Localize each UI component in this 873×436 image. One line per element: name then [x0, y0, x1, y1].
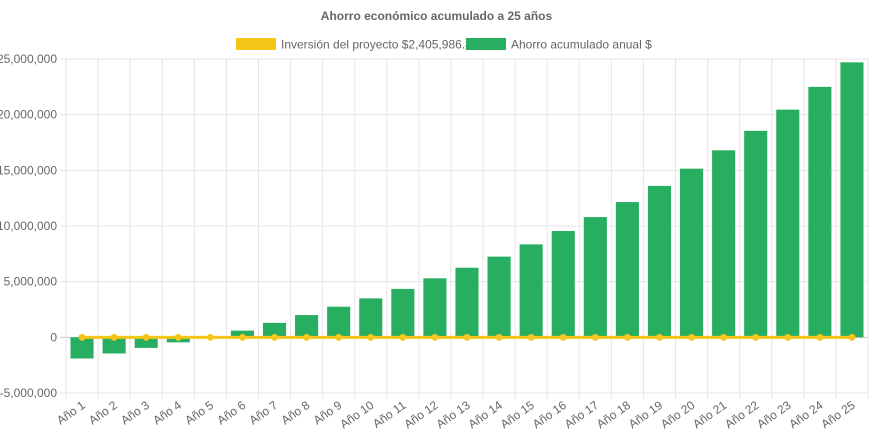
investment-point[interactable] — [527, 333, 535, 341]
bar[interactable] — [327, 306, 351, 338]
y-tick-label: 15,000,000 — [0, 163, 57, 177]
x-tick-label: Año 3 — [118, 398, 152, 428]
investment-point[interactable] — [720, 333, 728, 341]
investment-point[interactable] — [271, 333, 279, 341]
legend-label-investment[interactable]: Inversión del proyecto $2,405,986.80 — [281, 38, 479, 52]
legend: Inversión del proyecto $2,405,986.80 Aho… — [236, 38, 652, 52]
bar[interactable] — [712, 150, 736, 338]
investment-point[interactable] — [142, 333, 150, 341]
x-tick-label: Año 22 — [722, 398, 761, 431]
x-tick-label: Año 5 — [182, 398, 216, 428]
x-tick-label: Año 4 — [150, 398, 184, 428]
bar[interactable] — [487, 256, 511, 338]
bar[interactable] — [840, 62, 864, 338]
y-tick-label: -5,000,000 — [0, 386, 57, 400]
investment-point[interactable] — [623, 333, 631, 341]
x-tick-label: Año 6 — [214, 398, 248, 428]
investment-point[interactable] — [110, 333, 118, 341]
bar-series — [70, 62, 864, 359]
y-axis-ticks: 25,000,000 20,000,000 15,000,000 10,000,000… — [0, 52, 57, 400]
x-tick-label: Año 15 — [498, 398, 537, 431]
investment-point[interactable] — [206, 333, 214, 341]
y-tick-label: 25,000,000 — [0, 52, 57, 66]
investment-point[interactable] — [431, 333, 439, 341]
bar[interactable] — [615, 202, 639, 338]
x-tick-label: Año 16 — [530, 398, 569, 431]
x-tick-label: Año 25 — [818, 398, 857, 431]
x-tick-label: Año 14 — [466, 398, 505, 431]
investment-point[interactable] — [688, 333, 696, 341]
investment-point[interactable] — [495, 333, 503, 341]
bar[interactable] — [647, 185, 672, 338]
y-tick-label: 0 — [50, 330, 57, 344]
x-tick-label: Año 19 — [626, 398, 665, 431]
bar[interactable] — [583, 217, 607, 338]
y-tick-label: 5,000,000 — [4, 275, 58, 289]
x-tick-label: Año 18 — [594, 398, 633, 431]
y-tick-label: 10,000,000 — [0, 219, 57, 233]
bar[interactable] — [134, 337, 158, 348]
investment-point[interactable] — [591, 333, 599, 341]
investment-point[interactable] — [367, 333, 375, 341]
bar[interactable] — [70, 337, 94, 359]
legend-label-savings[interactable]: Ahorro acumulado anual $ — [511, 38, 652, 52]
bar[interactable] — [808, 86, 832, 338]
x-tick-label: Año 10 — [337, 398, 376, 431]
investment-point[interactable] — [784, 333, 792, 341]
bar[interactable] — [455, 267, 479, 338]
x-tick-label: Año 7 — [247, 398, 281, 428]
chart-title: Ahorro económico acumulado a 25 años — [321, 9, 553, 23]
investment-point[interactable] — [816, 333, 824, 341]
x-tick-label: Año 11 — [370, 398, 409, 431]
investment-point[interactable] — [463, 333, 471, 341]
investment-point[interactable] — [303, 333, 311, 341]
x-tick-label: Año 21 — [690, 398, 729, 431]
bar[interactable] — [359, 298, 383, 338]
investment-point[interactable] — [655, 333, 663, 341]
line-series — [78, 333, 856, 341]
bar[interactable] — [519, 244, 543, 338]
investment-point[interactable] — [238, 333, 246, 341]
y-tick-label: 20,000,000 — [0, 108, 57, 122]
x-tick-label: Año 17 — [562, 398, 601, 431]
bar[interactable] — [744, 130, 768, 338]
bar[interactable] — [295, 315, 319, 338]
investment-point[interactable] — [848, 333, 856, 341]
investment-point[interactable] — [78, 333, 86, 341]
bar[interactable] — [551, 231, 575, 338]
bar[interactable] — [680, 168, 704, 338]
bar[interactable] — [776, 109, 800, 338]
legend-swatch-investment[interactable] — [236, 38, 276, 50]
investment-point[interactable] — [559, 333, 567, 341]
x-tick-label: Año 1 — [54, 398, 88, 428]
x-tick-label: Año 20 — [658, 398, 697, 431]
x-tick-label: Año 2 — [86, 398, 120, 428]
x-tick-label: Año 8 — [279, 398, 313, 428]
investment-point[interactable] — [399, 333, 407, 341]
x-tick-label: Año 12 — [401, 398, 440, 431]
investment-point[interactable] — [752, 333, 760, 341]
bar[interactable] — [102, 337, 126, 354]
bar[interactable] — [262, 322, 287, 338]
x-tick-label: Año 24 — [786, 398, 825, 431]
legend-swatch-savings[interactable] — [466, 38, 506, 50]
x-tick-label: Año 23 — [754, 398, 793, 431]
bar[interactable] — [423, 278, 447, 338]
investment-point[interactable] — [174, 333, 182, 341]
bar[interactable] — [391, 288, 415, 338]
x-tick-label: Año 13 — [434, 398, 473, 431]
investment-point[interactable] — [335, 333, 343, 341]
